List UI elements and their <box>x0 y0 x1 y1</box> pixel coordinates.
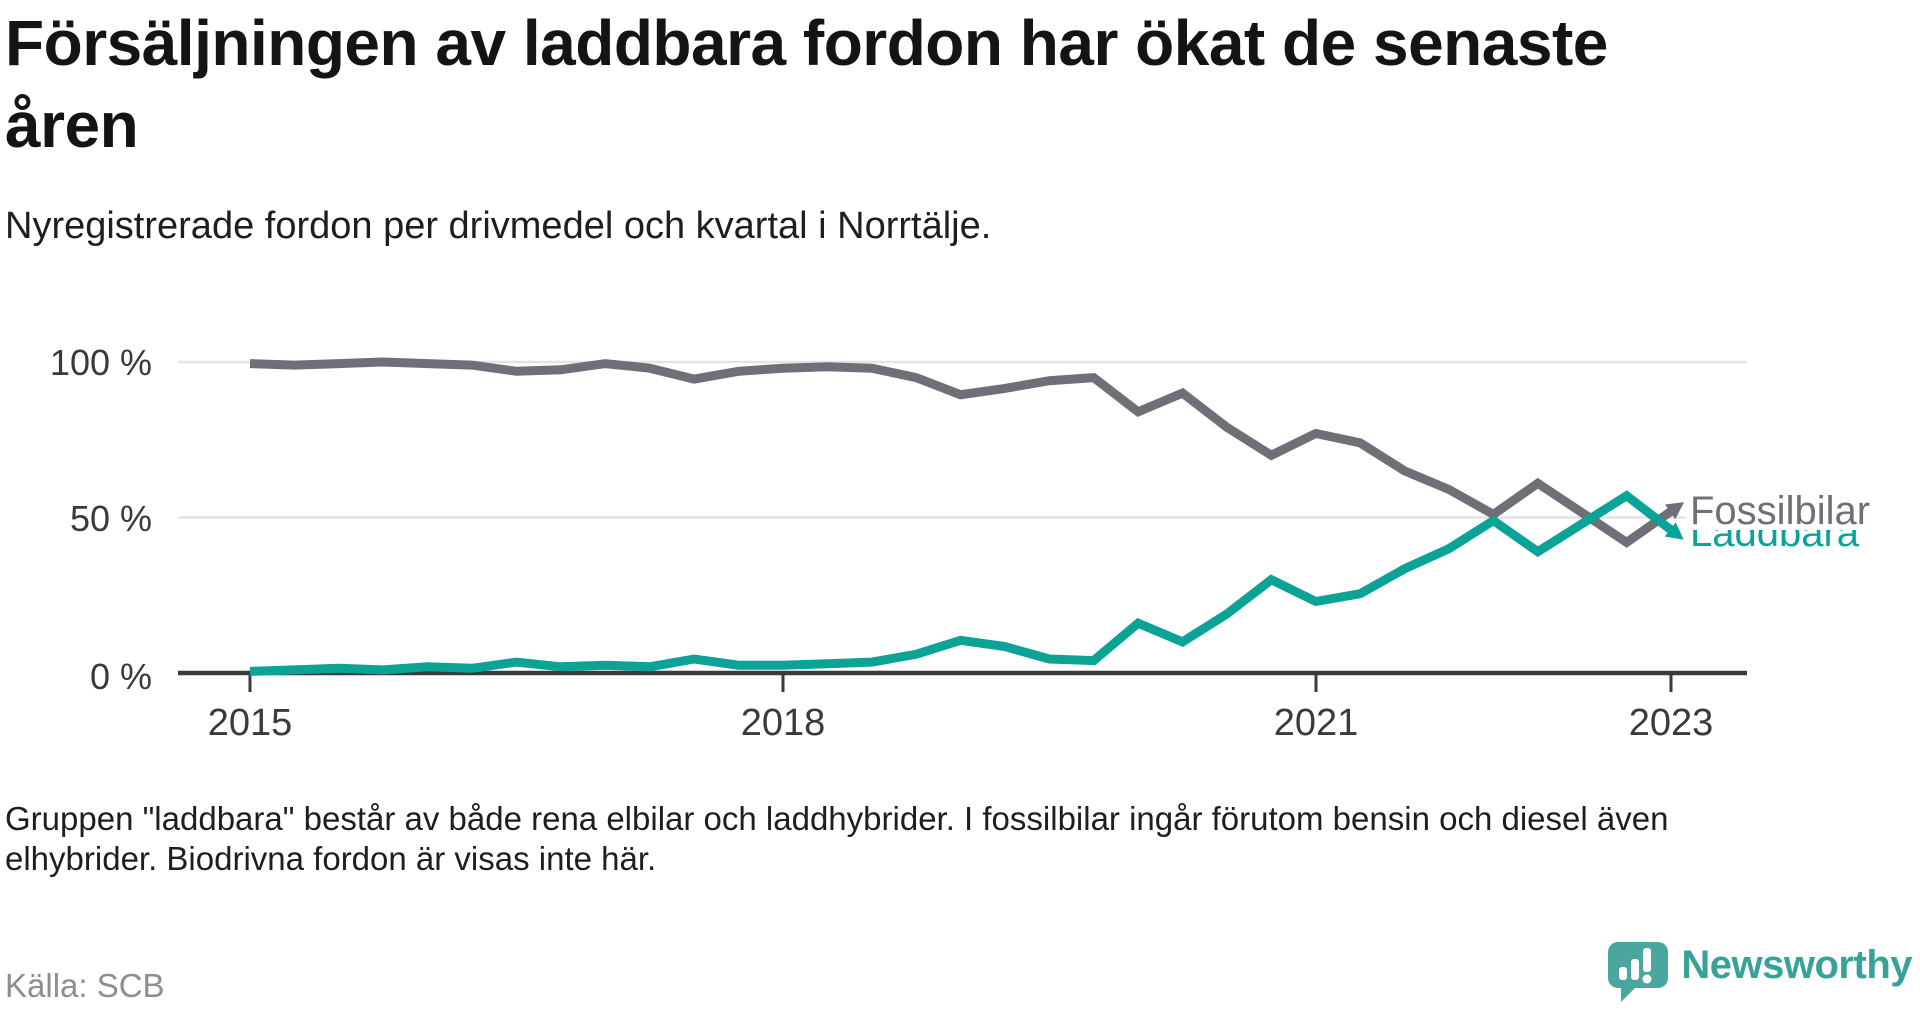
series-label-backdrop <box>1686 487 1917 530</box>
logo-bar-2-icon <box>1631 959 1640 980</box>
page-title-line-2: åren <box>5 89 139 161</box>
y-axis-label-0: 0 % <box>90 656 152 697</box>
newsworthy-logo: Newsworthy <box>1607 940 1912 1004</box>
series-line-fossilbilar <box>249 357 1674 548</box>
source-note: Källa: SCB <box>5 967 165 1004</box>
footnote-line-1: Gruppen "laddbara" består av både rena e… <box>5 800 1669 837</box>
logo-exclamation-stem-icon <box>1643 948 1652 972</box>
page-title-line-1: Försäljningen av laddbara fordon har öka… <box>5 7 1608 79</box>
logo-bubble-tail <box>1621 985 1639 1002</box>
footnote-line-2: elhybrider. Biodrivna fordon är visas in… <box>5 840 657 877</box>
logo-exclamation-dot-icon <box>1642 974 1652 984</box>
line-chart: 100 % 50 % 0 % 2015 2018 2021 2023 Laddb… <box>50 342 1917 744</box>
page-subtitle: Nyregistrerade fordon per drivmedel och … <box>5 205 992 247</box>
y-axis-label-50: 50 % <box>70 498 152 539</box>
x-axis-label-2015: 2015 <box>208 702 293 744</box>
logo-bar-1-icon <box>1619 967 1628 980</box>
newsworthy-logo-text: Newsworthy <box>1681 942 1912 987</box>
series-arrow-laddbara <box>1664 522 1684 540</box>
newsworthy-bubble-chart-icon <box>1608 942 1669 1002</box>
y-axis-label-100: 100 % <box>50 342 152 383</box>
x-axis-label-2018: 2018 <box>741 702 826 744</box>
x-axis-label-2023: 2023 <box>1629 702 1714 744</box>
x-axis-label-2021: 2021 <box>1274 702 1359 744</box>
series-label-fossilbilar: Fossilbilar <box>1690 489 1870 533</box>
footnote: Gruppen "laddbara" består av både rena e… <box>5 799 1875 879</box>
series-line-laddbara <box>249 490 1674 676</box>
page-title: Försäljningen av laddbara fordon har öka… <box>5 2 1895 166</box>
series-arrow-fossilbilar <box>1665 502 1685 520</box>
